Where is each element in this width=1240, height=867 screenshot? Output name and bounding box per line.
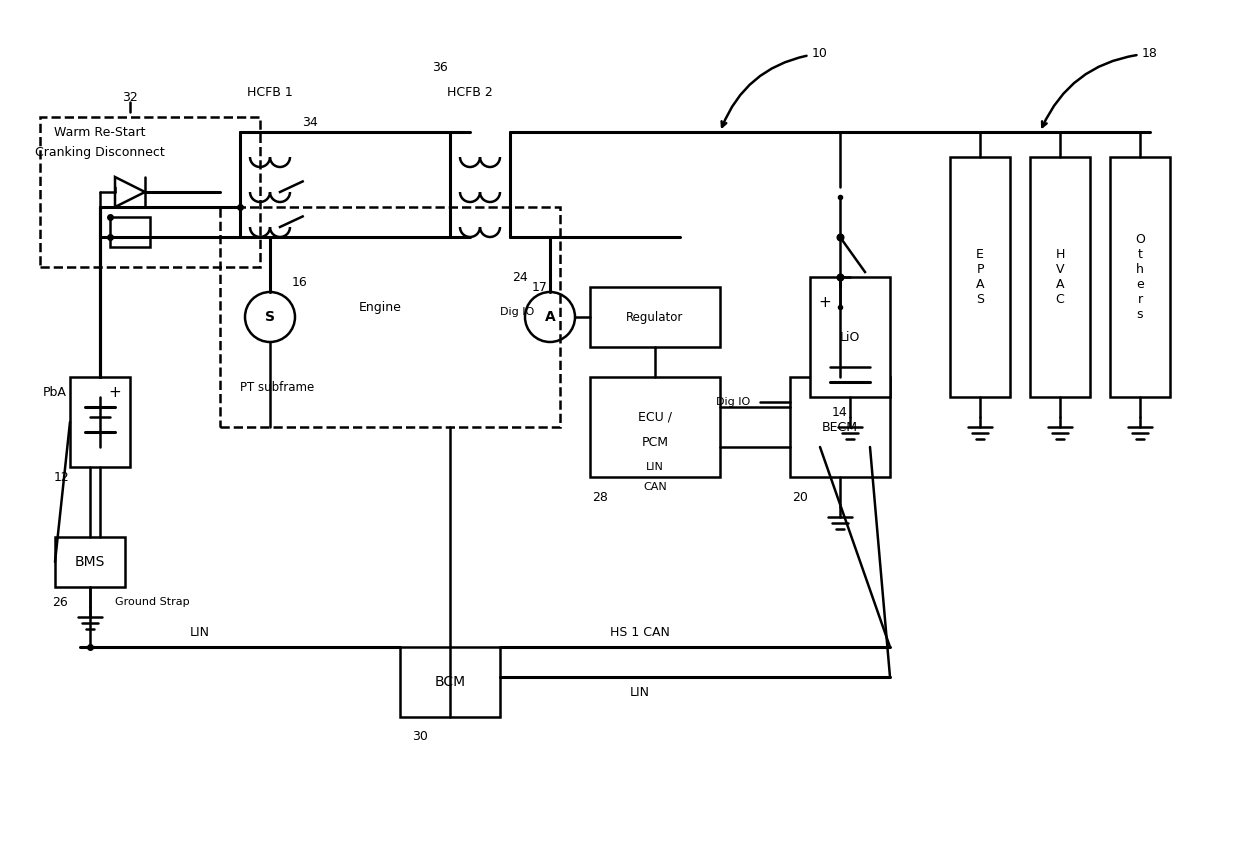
Bar — [1110, 157, 1171, 397]
Bar — [950, 157, 1011, 397]
Text: O
t
h
e
r
s: O t h e r s — [1135, 233, 1145, 321]
Bar — [110, 217, 150, 247]
Text: 28: 28 — [591, 491, 608, 504]
Text: HCFB 2: HCFB 2 — [448, 86, 492, 99]
Text: 12: 12 — [55, 471, 69, 484]
Text: PT subframe: PT subframe — [241, 381, 314, 394]
Text: 30: 30 — [412, 731, 428, 744]
Text: ECU /: ECU / — [639, 410, 672, 423]
Bar — [69, 377, 130, 467]
Text: HS 1 CAN: HS 1 CAN — [610, 625, 670, 638]
Text: LiO: LiO — [839, 330, 861, 343]
Text: BCM: BCM — [434, 675, 465, 689]
Text: BECM: BECM — [822, 420, 858, 434]
Bar — [590, 287, 720, 347]
Text: PCM: PCM — [641, 435, 668, 448]
Text: E
P
A
S: E P A S — [976, 248, 985, 306]
Bar — [401, 647, 500, 717]
Text: 34: 34 — [303, 115, 317, 128]
Text: 24: 24 — [512, 271, 528, 284]
Bar — [219, 207, 560, 427]
Text: +: + — [109, 384, 122, 400]
Text: 17: 17 — [532, 281, 548, 294]
Bar — [1030, 157, 1090, 397]
Text: S: S — [265, 310, 275, 324]
Bar — [790, 377, 890, 477]
Text: 20: 20 — [792, 491, 808, 504]
Text: H
V
A
C: H V A C — [1055, 248, 1065, 306]
Bar — [40, 117, 260, 267]
Text: HCFB 1: HCFB 1 — [247, 86, 293, 99]
Text: 32: 32 — [122, 90, 138, 103]
Text: LIN: LIN — [190, 625, 210, 638]
Text: Engine: Engine — [358, 301, 402, 314]
Text: Cranking Disconnect: Cranking Disconnect — [35, 146, 165, 159]
Text: PbA: PbA — [43, 386, 67, 399]
Text: Ground Strap: Ground Strap — [115, 597, 190, 607]
Bar — [55, 537, 125, 587]
Text: Regulator: Regulator — [626, 310, 683, 323]
Text: 16: 16 — [293, 276, 308, 289]
Text: Dig IO: Dig IO — [715, 397, 750, 407]
Bar — [810, 277, 890, 397]
Text: A: A — [544, 310, 556, 324]
Text: +: + — [818, 295, 831, 310]
Text: Warm Re-Start: Warm Re-Start — [55, 126, 146, 139]
Bar — [590, 377, 720, 477]
Text: 10: 10 — [722, 47, 828, 127]
Text: BMS: BMS — [74, 555, 105, 569]
Text: LIN: LIN — [646, 462, 663, 472]
Text: 26: 26 — [52, 596, 68, 609]
Text: Dig IO: Dig IO — [500, 307, 534, 317]
Text: 14: 14 — [832, 406, 848, 419]
Text: CAN: CAN — [644, 482, 667, 492]
Text: 18: 18 — [1042, 47, 1158, 127]
Text: 36: 36 — [432, 61, 448, 74]
Text: LIN: LIN — [630, 686, 650, 699]
